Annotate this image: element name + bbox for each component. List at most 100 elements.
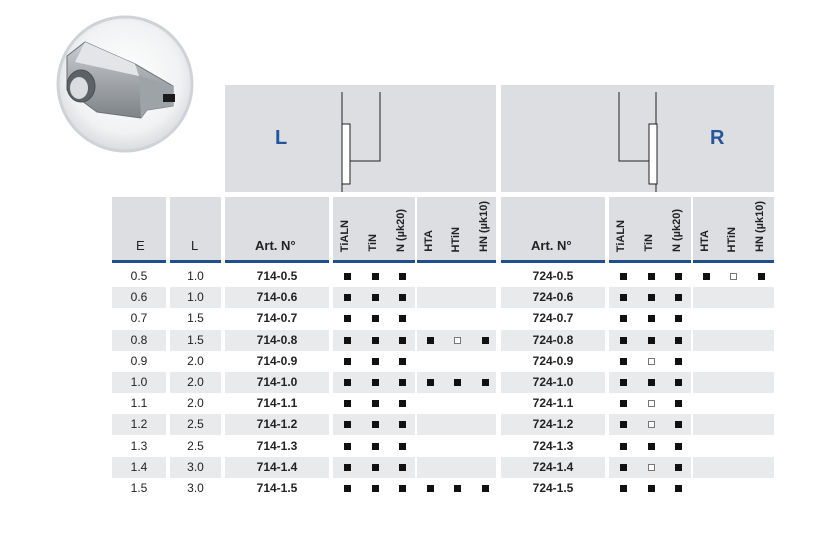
row-cell-background [225,372,329,393]
row-cell-background [112,414,166,436]
l-value: 1.5 [187,332,204,347]
available-mark-left [399,442,406,450]
available-mark-left [399,463,406,471]
article-number-right: 724-1.3 [532,438,574,453]
e-value: 0.5 [130,269,148,283]
l-value: 1.0 [187,269,204,283]
art-right-column-header: Art. N° [501,197,605,263]
available-mark-right [675,485,682,492]
row-cell-background [501,372,605,393]
available-mark-left [344,400,351,408]
art-left-header-label: Art. N° [255,238,296,253]
coating-header-hta-r: HTA [699,230,711,252]
left-hand-label: L [275,127,288,149]
left-hand-panel: L [225,85,496,192]
available-mark-right [620,357,627,365]
coating-header-hn-r: HN (µk10) [754,201,766,252]
l-value: 2.0 [187,396,204,411]
l-value: 1.5 [187,311,204,326]
article-number-right: 724-0.5 [532,269,574,283]
available-mark-right [620,421,627,429]
on-request-mark-right [648,357,655,365]
l-value: 2.5 [187,438,204,453]
e-value: 1.3 [130,438,148,453]
l-value: 2.0 [187,375,204,389]
e-value: 1.1 [130,396,148,411]
row-cell-background [170,329,221,351]
row-cell-background [417,308,496,329]
right-hand-profile-icon [618,92,658,192]
coating-group-header-r2: HTA HTiN HN (µk10) [693,197,774,263]
row-cell-background [693,287,774,309]
available-mark-left [372,442,379,450]
row-cell-background [112,372,166,393]
row-cell-background [501,456,605,478]
row-cell-background [693,372,774,393]
available-mark-left [372,379,379,386]
available-mark-right [620,315,627,323]
available-mark-left [344,336,351,344]
row-cell-background [693,478,774,499]
table-row: 0.8 1.5 714-0.8 724-0.8 [0,329,833,351]
available-mark-right [620,273,627,280]
article-number-left: 714-1.0 [256,375,298,389]
available-mark-right [648,336,655,344]
e-value: 0.9 [130,353,148,368]
available-mark-right [675,379,682,386]
row-cell-background [170,414,221,436]
available-mark-left [344,273,351,280]
on-request-mark-left [454,336,461,344]
l-value: 1.0 [187,290,204,305]
available-mark-left [344,463,351,471]
row-cell-background [112,329,166,351]
article-number-right: 724-0.7 [532,311,574,326]
row-cell-background [417,351,496,372]
article-number-right: 724-0.9 [532,353,574,368]
available-mark-right [620,463,627,471]
article-number-right: 724-1.5 [532,481,574,495]
available-mark-left [399,336,406,344]
available-mark-left [372,463,379,471]
coating-group-header-l1: TiALN TiN N (µk20) [333,197,415,263]
available-mark-right [703,273,710,280]
row-cell-background [417,266,496,287]
available-mark-right [675,357,682,365]
available-mark-left [427,485,434,492]
available-mark-left [372,294,379,302]
coating-header-htin-r: HTiN [726,226,738,252]
coating-header-tialn-r: TiALN [615,219,627,252]
row-cell-background [693,308,774,329]
available-mark-left [372,336,379,344]
e-value: 0.7 [130,311,148,326]
available-mark-left [399,421,406,429]
available-mark-left [399,315,406,323]
available-mark-left [344,294,351,302]
available-mark-right [648,294,655,302]
row-cell-background [225,414,329,436]
available-mark-left [372,273,379,280]
art-right-header-label: Art. N° [531,238,572,253]
available-mark-left [399,273,406,280]
coating-group-header-l2: HTA HTiN HN (µk10) [417,197,496,263]
coating-header-tialn-l: TiALN [339,219,351,252]
art-left-column-header: Art. N° [225,197,329,263]
table-row: 1.1 2.0 714-1.1 724-1.1 [0,393,833,414]
available-mark-right [620,379,627,386]
tool-illustration [56,15,194,153]
row-cell-background [693,436,774,457]
row-cell-background [417,436,496,457]
right-hand-label: R [710,127,725,149]
article-number-left: 714-1.3 [256,438,298,453]
available-mark-right [675,463,682,471]
l-header-label: L [191,238,199,253]
row-cell-background [417,414,496,436]
article-number-right: 724-1.1 [532,396,574,411]
available-mark-left [344,379,351,386]
available-mark-right [675,421,682,429]
available-mark-right [648,315,655,323]
row-cell-background [225,329,329,351]
available-mark-right [648,485,655,492]
row-cell-background [693,393,774,414]
available-mark-right [675,315,682,323]
l-value: 2.0 [187,353,204,368]
